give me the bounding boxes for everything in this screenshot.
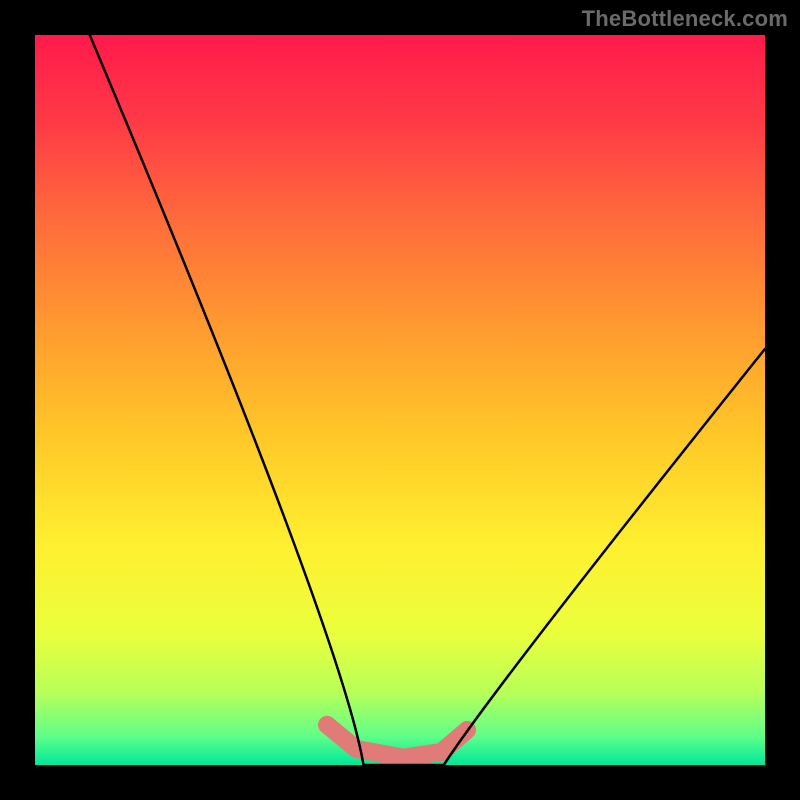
curve-layer	[35, 35, 765, 765]
chart-frame: TheBottleneck.com	[0, 0, 800, 800]
plot-area	[35, 35, 765, 765]
bottom-accent-segment	[327, 725, 467, 758]
bottleneck-curve	[90, 35, 765, 765]
watermark-text: TheBottleneck.com	[582, 6, 788, 32]
